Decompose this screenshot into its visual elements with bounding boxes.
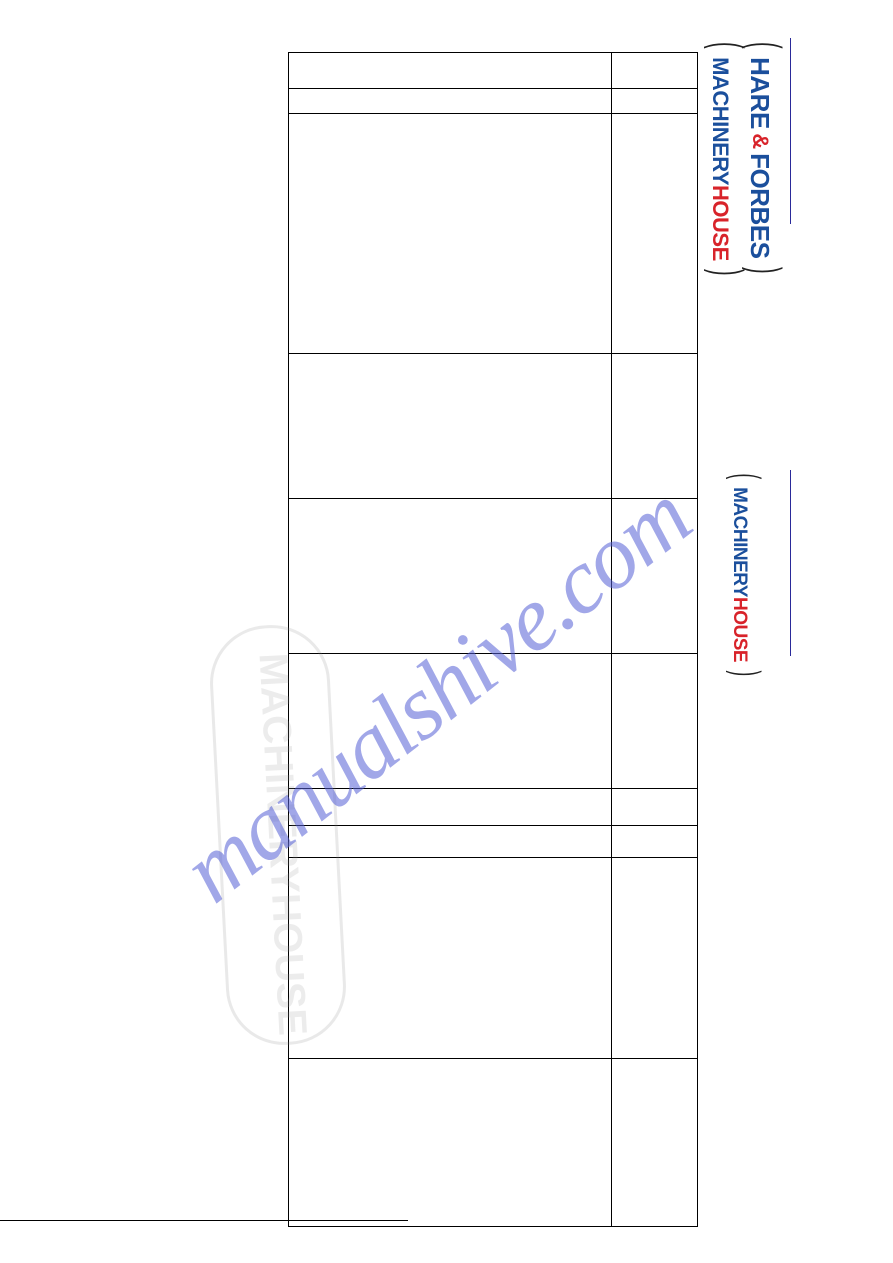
table-col-divider [289,88,697,89]
header-rule-left [790,38,791,224]
logo-text-hare: HARE [745,57,775,129]
logo-hare-and-forbes: ( HARE & FORBES ) ( MACHINERYHOUSE ) [723,38,787,338]
logo-text-machinery: MACHINERY [708,57,733,185]
logo-text-house: HOUSE [708,185,733,261]
table-col-divider [289,857,697,858]
logo2-text-house: HOUSE [729,597,750,662]
logo-text-forbes: FORBES [745,153,775,258]
table-col-divider [289,113,697,114]
logo-text-amp: & [748,133,773,148]
logo-machinery-house: ( MACHINERYHOUSE ) [725,470,765,675]
table-col-divider [289,1058,697,1059]
page-side-rule [0,1220,408,1221]
table-row-divider [611,53,612,1226]
header-rule-right [790,470,791,656]
table-col-divider [289,353,697,354]
logo2-text-machinery: MACHINERY [729,487,750,597]
